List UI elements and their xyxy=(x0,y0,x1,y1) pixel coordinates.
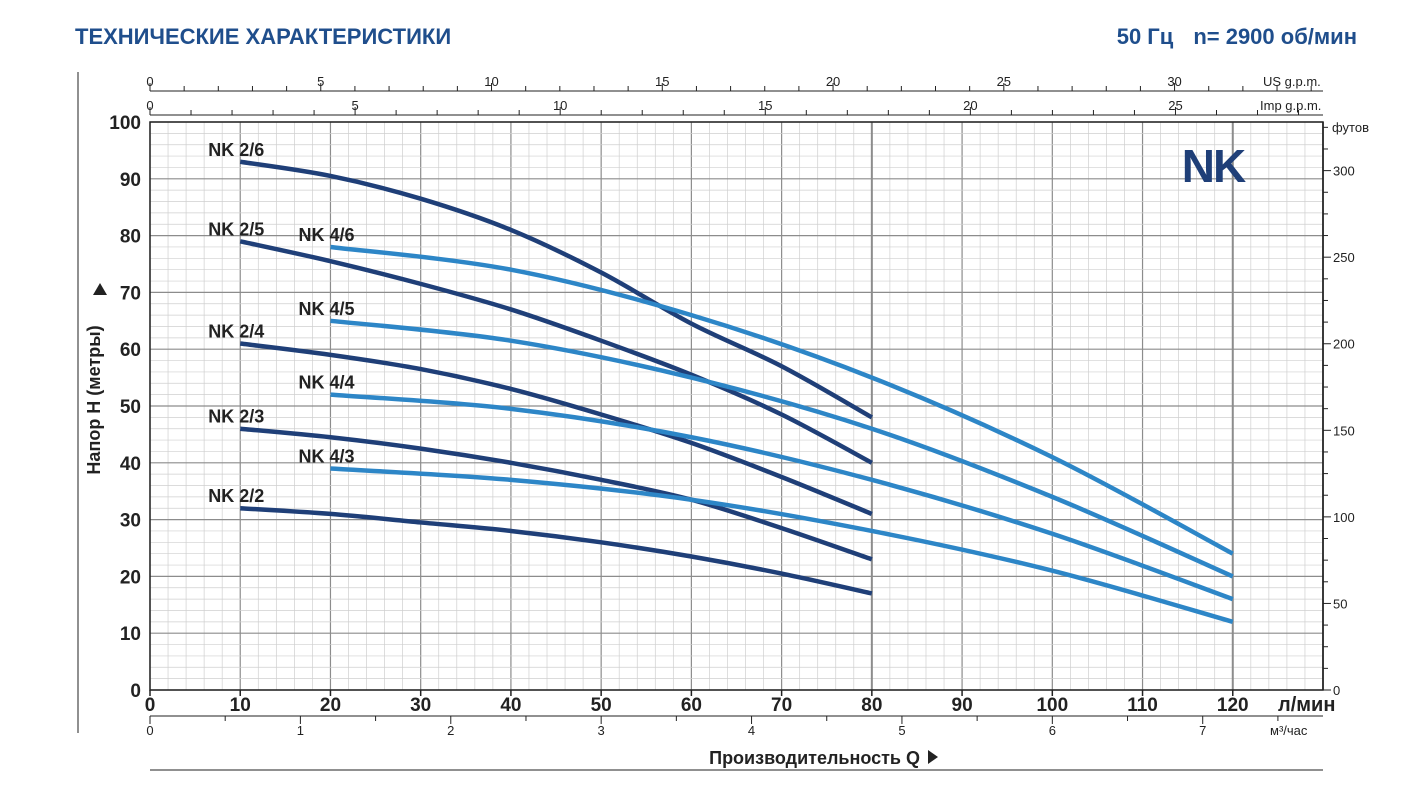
curve-nk-2-3 xyxy=(240,426,873,562)
x-tick-label: 20 xyxy=(320,695,341,716)
y-tick-label: 60 xyxy=(120,340,141,361)
y-tick-label: 20 xyxy=(120,567,141,588)
y-tick-label: 40 xyxy=(120,454,141,475)
x-axis-arrow-icon xyxy=(928,750,938,764)
us-gpm-label: 30 xyxy=(1167,74,1181,89)
m3h-label: 2 xyxy=(447,723,454,738)
feet-tick-label: 100 xyxy=(1333,510,1355,525)
series-label-nk-2-4: NK 2/4 xyxy=(208,322,264,342)
us-gpm-label: 25 xyxy=(997,74,1011,89)
curve-nk-2-2 xyxy=(240,505,873,596)
x-tick-label: 60 xyxy=(681,695,702,716)
chart-curves xyxy=(239,159,1234,625)
us-gpm-label: 10 xyxy=(484,74,498,89)
frequency-label: 50 Гц xyxy=(1116,24,1174,49)
m3h-label: 1 xyxy=(297,723,304,738)
y-tick-label: 90 xyxy=(120,170,141,191)
series-label-nk-2-3: NK 2/3 xyxy=(208,407,264,427)
m3h-label: 4 xyxy=(748,723,755,738)
spec-header: 50 Гц n= 2900 об/мин xyxy=(1117,24,1357,50)
series-label-nk-2-6: NK 2/6 xyxy=(208,140,264,160)
series-label-nk-2-5: NK 2/5 xyxy=(208,219,264,239)
us-gpm-label: 15 xyxy=(655,74,669,89)
series-label-nk-4-6: NK 4/6 xyxy=(298,225,354,245)
m3h-unit: м³/час xyxy=(1270,723,1308,738)
curve-nk-4-4 xyxy=(330,392,1234,602)
imp-gpm-label: 0 xyxy=(146,98,153,113)
curve-nk-4-5 xyxy=(330,318,1234,579)
x-tick-label: 120 xyxy=(1217,695,1249,716)
x-tick-label: 70 xyxy=(771,695,792,716)
us-gpm-label: 20 xyxy=(826,74,840,89)
m3h-label: 7 xyxy=(1199,723,1206,738)
feet-tick-label: 250 xyxy=(1333,250,1355,265)
feet-tick-label: 0 xyxy=(1333,683,1340,698)
m3h-label: 5 xyxy=(898,723,905,738)
x-axis-label: Производительность Q xyxy=(709,748,920,768)
imp-gpm-label: 5 xyxy=(351,98,358,113)
imp-gpm-label: 20 xyxy=(963,98,977,113)
x-tick-label: 30 xyxy=(410,695,431,716)
page-title: ТЕХНИЧЕСКИЕ ХАРАКТЕРИСТИКИ xyxy=(75,24,452,49)
imp-gpm-label: 25 xyxy=(1168,98,1182,113)
nk-logo: NK xyxy=(1182,140,1246,192)
y-tick-label: 80 xyxy=(120,227,141,248)
y-tick-label: 0 xyxy=(130,681,141,702)
imp-gpm-unit: Imp g.p.m. xyxy=(1260,98,1321,113)
x-tick-label: 10 xyxy=(230,695,251,716)
feet-tick-label: 300 xyxy=(1333,164,1355,179)
y-axis-arrow-icon xyxy=(93,283,107,295)
series-label-nk-4-4: NK 4/4 xyxy=(298,373,354,393)
imp-gpm-label: 10 xyxy=(553,98,567,113)
x-tick-label: 110 xyxy=(1127,695,1158,716)
curve-nk-4-6 xyxy=(330,244,1234,556)
us-gpm-label: 0 xyxy=(146,74,153,89)
feet-tick-label: 50 xyxy=(1333,596,1347,611)
curve-nk-2-6 xyxy=(239,159,873,420)
imp-gpm-label: 15 xyxy=(758,98,772,113)
chart-labels: NK 2/6 NK 2/5 NK 2/4 NK 2/3 NK 2/2 NK 4/6 NK 4… xyxy=(208,140,354,506)
x-tick-label: 40 xyxy=(500,695,521,716)
x-tick-label: 80 xyxy=(861,695,882,716)
us-gpm-label: 5 xyxy=(317,74,324,89)
curve-nk-2-4 xyxy=(239,341,873,517)
y-tick-label: 30 xyxy=(120,511,141,532)
m3h-label: 6 xyxy=(1049,723,1056,738)
us-gpm-unit: US g.p.m. xyxy=(1263,74,1321,89)
curve-nk-4-3 xyxy=(330,466,1234,625)
x-tick-label: 90 xyxy=(952,695,973,716)
feet-tick-label: 150 xyxy=(1333,423,1355,438)
feet-tick-label: 200 xyxy=(1333,337,1355,352)
chart-grid xyxy=(149,121,1324,691)
feet-unit: футов xyxy=(1332,120,1369,135)
x-tick-label: 0 xyxy=(145,695,156,716)
series-label-nk-2-2: NK 2/2 xyxy=(208,486,264,506)
primary-x-unit: л/мин xyxy=(1278,694,1335,716)
y-tick-label: 70 xyxy=(120,283,141,304)
y-axis-label: Напор Н (метры) xyxy=(84,325,104,474)
m3h-label: 0 xyxy=(146,723,153,738)
chart-axes: 0 10 20 30 40 50 60 70 80 90 100 110 120010203040506… xyxy=(77,72,1355,771)
y-tick-label: 50 xyxy=(120,397,141,418)
series-label-nk-4-5: NK 4/5 xyxy=(298,299,354,319)
x-tick-label: 50 xyxy=(591,695,612,716)
y-tick-label: 100 xyxy=(109,113,141,134)
m3h-label: 3 xyxy=(598,723,605,738)
series-label-nk-4-3: NK 4/3 xyxy=(298,446,354,466)
curve-nk-2-5 xyxy=(239,239,873,465)
speed-label: n= 2900 об/мин xyxy=(1193,24,1357,49)
x-tick-label: 100 xyxy=(1036,695,1068,716)
y-tick-label: 10 xyxy=(120,624,141,645)
